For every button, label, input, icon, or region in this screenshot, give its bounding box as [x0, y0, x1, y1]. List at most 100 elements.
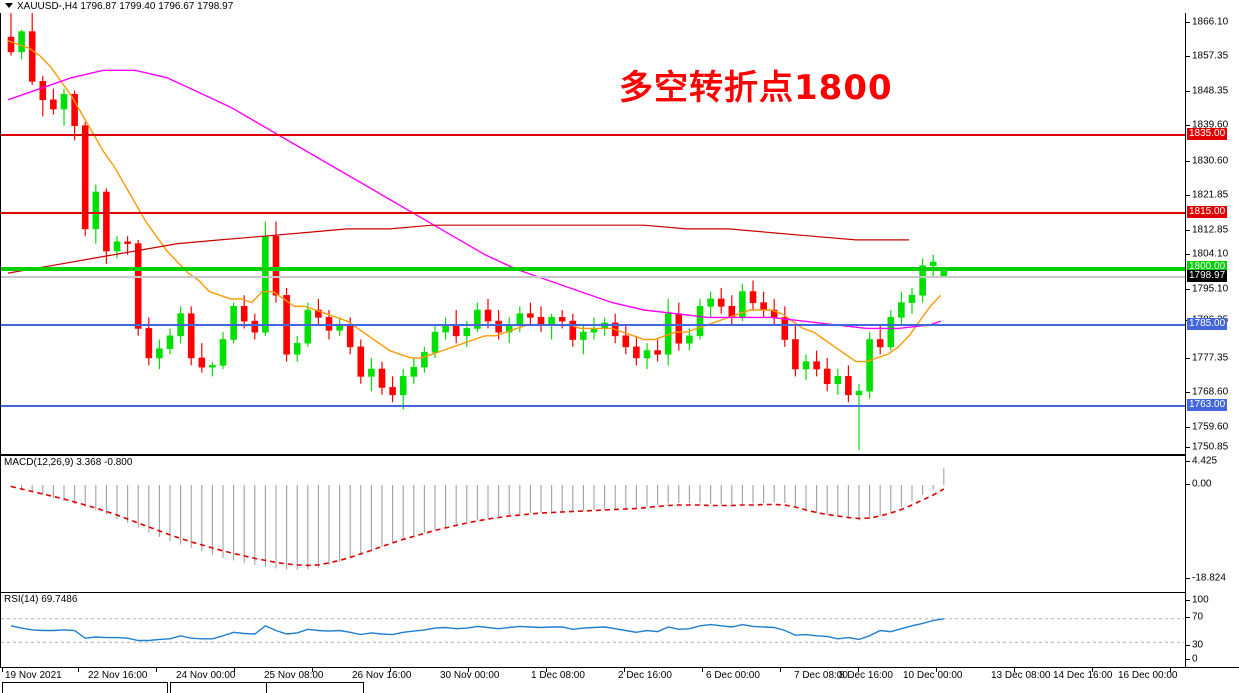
- time-axis-tick: [1170, 668, 1171, 672]
- time-axis-tick: [390, 668, 391, 672]
- scale-tick: [1186, 659, 1190, 660]
- scale-tick: [1186, 645, 1190, 646]
- taskbar-item[interactable]: [170, 682, 268, 693]
- time-axis-tick: [624, 668, 625, 672]
- time-axis-tick: [1014, 668, 1015, 672]
- price-scale-label: 1812.85: [1192, 224, 1229, 236]
- price-scale-label: 1795.10: [1192, 283, 1229, 295]
- scale-tick: [1186, 461, 1190, 462]
- rsi-plot-area[interactable]: [0, 593, 1185, 668]
- time-axis-tick: [858, 668, 859, 672]
- price-scale-label: 1777.35: [1192, 352, 1229, 364]
- rsi-svg: [1, 618, 1184, 643]
- rsi-pane[interactable]: RSI(14) 69.7486: [0, 592, 1185, 669]
- symbol-ohlc-label: XAUUSD-,H4 1796.87 1799.40 1796.67 1798.…: [17, 1, 234, 12]
- scale-tick: [1186, 195, 1190, 196]
- price-scale-label: 1839.60: [1192, 119, 1229, 131]
- scale-tick: [1186, 161, 1190, 162]
- time-axis-tick: [546, 668, 547, 672]
- price-scale-label: 1804.10: [1192, 248, 1229, 260]
- scale-tick: [1186, 447, 1190, 448]
- time-axis-label: 1 Dec 08:00: [531, 670, 585, 681]
- time-axis-label: 6 Dec 00:00: [706, 670, 760, 681]
- price-scale-label: 1848.35: [1192, 85, 1229, 97]
- time-axis-label: 22 Nov 16:00: [88, 670, 148, 681]
- price-level-badge[interactable]: 1815.00: [1187, 206, 1228, 218]
- price-level-line[interactable]: [0, 276, 1185, 278]
- taskbar-item[interactable]: [2, 682, 168, 693]
- macd-pane-left-axis: [0, 456, 1, 592]
- time-axis-label: 2 Dec 16:00: [618, 670, 672, 681]
- scale-tick: [1186, 91, 1190, 92]
- macd-plot-area[interactable]: [0, 456, 1185, 592]
- time-axis-tick: [78, 668, 79, 672]
- time-axis-label: 25 Nov 08:00: [264, 670, 324, 681]
- macd-pane[interactable]: MACD(12,26,9) 3.368 -0.800: [0, 455, 1185, 593]
- price-pane[interactable]: 多空转折点1800: [0, 13, 1185, 455]
- price-level-line[interactable]: [0, 212, 1185, 214]
- price-pane-left-axis: [0, 13, 1, 454]
- time-axis-label: 16 Dec 00:00: [1118, 670, 1178, 681]
- price-scale-label: 1750.85: [1192, 441, 1229, 453]
- price-scale-label: 1768.60: [1192, 386, 1229, 398]
- time-axis-tick: [312, 668, 313, 672]
- price-scale-label: 1759.60: [1192, 421, 1229, 433]
- time-axis-tick: [1092, 668, 1093, 672]
- scale-tick: [1186, 22, 1190, 23]
- taskbar-item[interactable]: [266, 682, 364, 693]
- scale-tick: [1186, 125, 1190, 126]
- chart-annotation-text: 多空转折点1800: [619, 68, 893, 108]
- time-axis[interactable]: 19 Nov 2021 22 Nov 16:00 24 Nov 00:00 25 No…: [0, 667, 1239, 682]
- time-axis-label: 24 Nov 00:00: [176, 670, 236, 681]
- scale-tick: [1186, 392, 1190, 393]
- time-axis-tick: [702, 668, 703, 672]
- price-level-line[interactable]: [0, 267, 1185, 271]
- scale-tick: [1186, 600, 1190, 601]
- rsi-pane-left-axis: [0, 593, 1, 668]
- candlestick-svg: [7, 13, 948, 451]
- macd-scale-label: 0.00: [1192, 478, 1212, 490]
- rsi-scale-label: 100: [1192, 594, 1209, 606]
- price-level-line[interactable]: [0, 405, 1185, 407]
- time-axis-label: 26 Nov 16:00: [352, 670, 412, 681]
- price-level-badge[interactable]: 1835.00: [1187, 128, 1228, 140]
- scale-tick: [1186, 358, 1190, 359]
- price-level-line[interactable]: [0, 324, 1185, 326]
- scale-tick: [1186, 56, 1190, 57]
- time-axis-tick: [234, 668, 235, 672]
- price-scale-axis[interactable]: 1866.10 1857.35 1848.35 1839.60 1830.60 1821.…: [1185, 13, 1239, 667]
- collapse-triangle-icon[interactable]: [5, 3, 13, 9]
- taskbar[interactable]: [0, 681, 1239, 693]
- price-level-badge[interactable]: 1798.97: [1187, 270, 1228, 282]
- price-scale-label: 1830.60: [1192, 155, 1229, 167]
- macd-scale-label: 4.425: [1192, 455, 1218, 467]
- time-axis-tick: [780, 668, 781, 672]
- time-axis-label: 13 Dec 08:00: [991, 670, 1051, 681]
- time-axis-label: 19 Nov 2021: [5, 670, 62, 681]
- scale-tick: [1186, 427, 1190, 428]
- time-axis-tick: [468, 668, 469, 672]
- price-level-line[interactable]: [0, 134, 1185, 136]
- macd-svg: [10, 468, 945, 570]
- price-scale-label: 1866.10: [1192, 16, 1229, 28]
- price-scale-label: 1857.35: [1192, 50, 1229, 62]
- scale-tick: [1186, 484, 1190, 485]
- price-plot-area[interactable]: [0, 13, 1185, 454]
- price-scale-label: 1821.85: [1192, 189, 1229, 201]
- rsi-scale-label: 30: [1192, 639, 1204, 651]
- rsi-scale-label: 0: [1192, 653, 1198, 665]
- time-axis-tick: [156, 668, 157, 672]
- price-level-badge[interactable]: 1763.00: [1187, 399, 1228, 411]
- macd-scale-label: -18.824: [1192, 572, 1226, 584]
- time-axis-label: 8 Dec 16:00: [839, 670, 893, 681]
- time-axis-label: 7 Dec 08:00: [794, 670, 848, 681]
- time-axis-label: 10 Dec 00:00: [903, 670, 963, 681]
- scale-tick: [1186, 230, 1190, 231]
- time-axis-label: 30 Nov 00:00: [440, 670, 500, 681]
- scale-tick: [1186, 289, 1190, 290]
- scale-tick: [1186, 578, 1190, 579]
- scale-tick: [1186, 254, 1190, 255]
- price-level-badge[interactable]: 1785.00: [1187, 318, 1228, 330]
- time-axis-tick: [936, 668, 937, 672]
